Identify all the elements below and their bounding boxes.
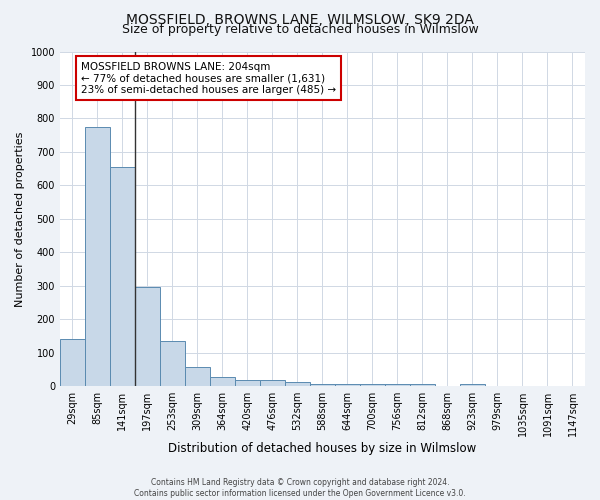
Text: Size of property relative to detached houses in Wilmslow: Size of property relative to detached ho… [122,22,478,36]
Text: Contains HM Land Registry data © Crown copyright and database right 2024.
Contai: Contains HM Land Registry data © Crown c… [134,478,466,498]
Bar [310,384,335,386]
Bar [160,341,185,386]
Bar [85,127,110,386]
Bar [135,288,160,386]
Bar [385,384,410,386]
Bar [260,380,285,386]
Bar [110,167,135,386]
Bar [210,377,235,386]
Bar [285,382,310,386]
X-axis label: Distribution of detached houses by size in Wilmslow: Distribution of detached houses by size … [169,442,476,455]
Bar [410,384,435,386]
Bar [60,340,85,386]
Y-axis label: Number of detached properties: Number of detached properties [15,131,25,306]
Bar [460,384,485,386]
Bar [360,384,385,386]
Bar [235,380,260,386]
Bar [185,367,210,386]
Bar [335,384,360,386]
Text: MOSSFIELD, BROWNS LANE, WILMSLOW, SK9 2DA: MOSSFIELD, BROWNS LANE, WILMSLOW, SK9 2D… [126,12,474,26]
Text: MOSSFIELD BROWNS LANE: 204sqm
← 77% of detached houses are smaller (1,631)
23% o: MOSSFIELD BROWNS LANE: 204sqm ← 77% of d… [81,62,336,94]
